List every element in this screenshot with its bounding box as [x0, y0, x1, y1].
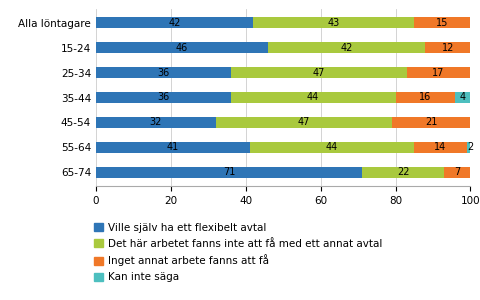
Text: 44: 44	[326, 142, 338, 152]
Text: 36: 36	[157, 92, 169, 103]
Text: 71: 71	[223, 167, 235, 177]
Bar	[250, 142, 414, 153]
Text: 43: 43	[328, 18, 340, 28]
Bar	[268, 42, 425, 53]
Bar	[96, 142, 250, 153]
Text: 42: 42	[168, 18, 181, 28]
Bar	[396, 92, 456, 103]
Text: 47: 47	[312, 68, 325, 78]
Bar	[216, 117, 392, 128]
Text: 7: 7	[454, 167, 460, 177]
Bar	[456, 92, 470, 103]
Text: 2: 2	[467, 142, 474, 152]
Bar	[96, 92, 231, 103]
Bar	[392, 117, 470, 128]
Text: 21: 21	[425, 117, 437, 128]
Text: 14: 14	[434, 142, 446, 152]
Bar	[414, 142, 467, 153]
Bar	[425, 42, 470, 53]
Text: 36: 36	[157, 68, 169, 78]
Bar	[253, 17, 414, 28]
Bar	[96, 167, 362, 178]
Text: 41: 41	[167, 142, 179, 152]
Bar	[414, 17, 470, 28]
Bar	[362, 167, 444, 178]
Legend: Ville själv ha ett flexibelt avtal, Det här arbetet fanns inte att få med ett an: Ville själv ha ett flexibelt avtal, Det …	[94, 223, 383, 282]
Bar	[96, 67, 231, 78]
Text: 46: 46	[176, 43, 188, 52]
Text: 32: 32	[150, 117, 162, 128]
Text: 4: 4	[460, 92, 466, 103]
Bar	[96, 42, 268, 53]
Bar	[467, 142, 474, 153]
Text: 16: 16	[420, 92, 432, 103]
Bar	[96, 17, 253, 28]
Text: 42: 42	[341, 43, 353, 52]
Text: 12: 12	[442, 43, 454, 52]
Bar	[231, 92, 396, 103]
Bar	[231, 67, 407, 78]
Text: 17: 17	[432, 68, 445, 78]
Text: 15: 15	[436, 18, 448, 28]
Text: 22: 22	[397, 167, 409, 177]
Bar	[407, 67, 470, 78]
Bar	[96, 117, 216, 128]
Text: 44: 44	[307, 92, 319, 103]
Text: 47: 47	[298, 117, 310, 128]
Bar	[444, 167, 470, 178]
